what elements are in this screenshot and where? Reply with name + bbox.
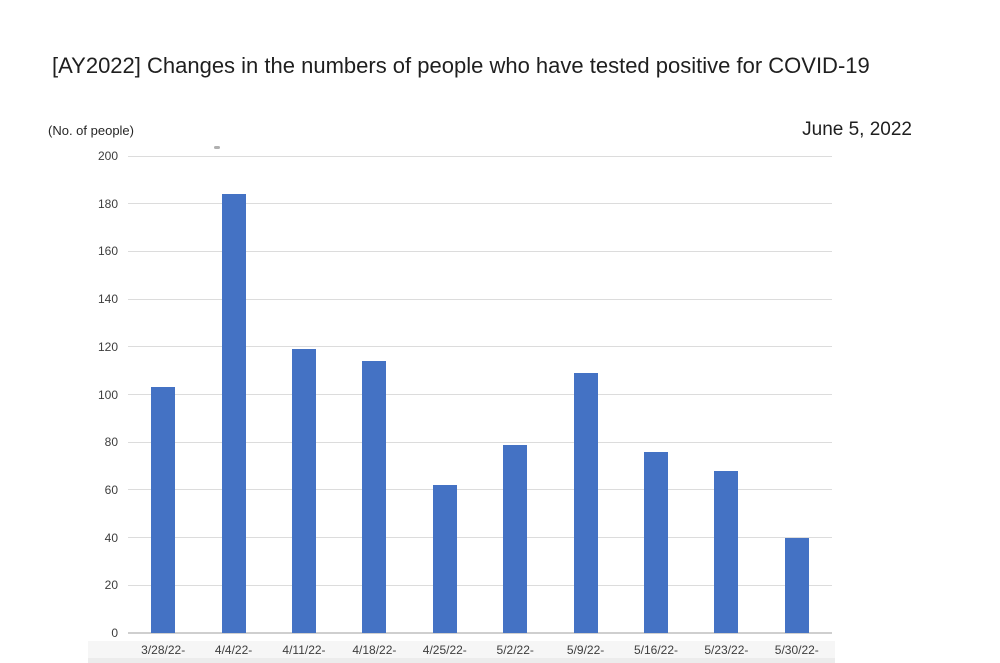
bar-4-18-22- [362,361,387,633]
y-tick-label: 20 [104,578,118,593]
y-tick-label: 40 [104,530,118,545]
bar-4-11-22- [292,349,316,633]
bar-5-30-22- [784,538,809,633]
x-tick-label: 4/18/22- [352,643,397,657]
bar-5-23-22- [714,471,739,633]
y-tick-label: 80 [104,435,118,450]
x-axis-line [128,632,832,634]
x-tick-label: 5/9/22- [566,643,605,657]
y-tick-label: 0 [111,626,118,640]
gridline [128,585,832,586]
gridline [128,394,832,395]
bar-5-9-22- [573,373,598,633]
x-tick-label: 5/23/22- [704,643,749,657]
x-tick-label: 5/2/22- [496,643,534,657]
y-tick-label: 60 [104,482,118,497]
x-tick-label: 4/11/22- [282,643,326,657]
bar-5-16-22- [644,452,668,633]
chart-title: [AY2022] Changes in the numbers of peopl… [52,53,870,78]
y-tick-label: 140 [97,292,118,307]
y-tick-label: 200 [97,149,118,163]
date-label: June 5, 2022 [802,119,912,140]
x-tick-label: 5/16/22- [633,643,679,657]
gridline [128,346,832,347]
y-tick-label: 180 [97,196,118,211]
smudge-artifact [214,146,220,149]
y-tick-label: 160 [97,244,118,259]
gridline [128,489,832,490]
gridline [128,537,832,538]
bar-4-25-22- [432,485,457,633]
gridline [128,203,832,204]
plot-area [128,156,832,634]
y-tick-label: 100 [97,387,118,402]
x-tick-label: 4/4/22- [214,643,253,657]
gridline [128,156,832,157]
x-tick-label: 5/30/22- [774,643,819,657]
category-axis-strip [88,641,835,663]
y-axis-unit-label: (No. of people) [48,123,134,138]
y-tick-label: 120 [97,339,118,354]
gridline [128,442,832,443]
gridline [128,299,832,300]
bar-3-28-22- [151,387,176,633]
x-tick-label: 4/25/22- [422,643,467,657]
gridline [128,251,832,252]
bar-4-4-22- [221,194,246,633]
bar-5-2-22- [503,445,528,633]
x-tick-label: 3/28/22- [141,643,186,657]
